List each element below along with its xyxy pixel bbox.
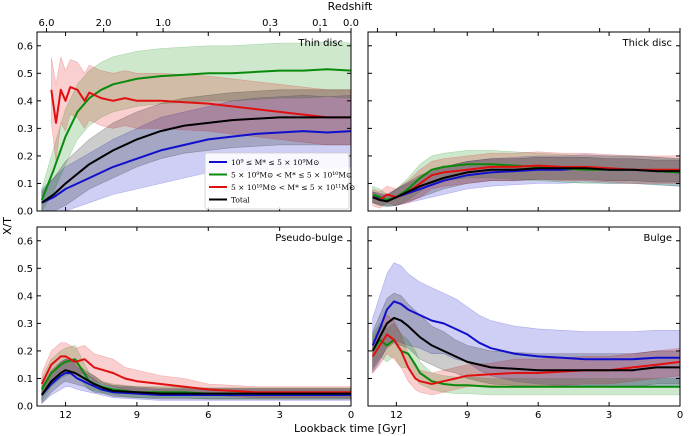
x-tick-label: 9: [134, 410, 140, 421]
legend-label-2: 5 × 10¹⁰M⊙ < M* ≤ 5 × 10¹¹M⊙: [231, 183, 355, 192]
y-tick-label: 0.2: [17, 151, 33, 162]
panel-0: 0.0 0.1 0.2 0.3 0.4 0.5 0.6 Thin disc 6.0 2.0 1.0 0…: [17, 18, 359, 218]
y-tick-label: 0.3: [17, 124, 33, 135]
y-tick-label: 0.6: [17, 41, 33, 52]
series-line-1: [40, 68, 351, 201]
series-line-2: [50, 86, 351, 124]
plot-area: [372, 150, 680, 209]
y-axis-title: X/T: [1, 217, 14, 235]
x-tick-label: 9: [464, 410, 470, 421]
series-line-3: [41, 116, 351, 204]
series-line-2: [372, 164, 680, 201]
panel-2: 12 9 6 3 0 0.0 0.1 0.2 0.3 0.4 0.5 0.6 Pseudo-bulge: [17, 226, 354, 421]
panel-title: Pseudo-bulge: [275, 233, 343, 244]
y-tick-label: 0.0: [17, 207, 33, 218]
top-tick-label: 0.3: [262, 18, 278, 29]
panel-3: 12 9 6 3 0 Bulge: [367, 226, 683, 421]
legend: 10⁹ ≤ M* ≤ 5 × 10⁹M⊙ 5 × 10⁹M⊙ < M* ≤ 5 ×…: [204, 152, 355, 210]
scatter-band-1: [41, 345, 351, 402]
legend-label-3: Total: [231, 196, 250, 205]
series-line-2: [40, 355, 351, 394]
panel-frame: [36, 31, 352, 212]
series-line-0: [41, 130, 351, 204]
series-line-3: [371, 316, 680, 372]
panel-frame: [367, 226, 681, 407]
x-tick-label: 6: [205, 410, 211, 421]
scatter-band-0: [41, 94, 351, 211]
panel-title: Thick disc: [621, 38, 672, 49]
x-tick-label: 12: [59, 410, 72, 421]
top-tick-label: 2.0: [96, 18, 112, 29]
scatter-band-2: [372, 314, 680, 396]
y-tick-label: 0.6: [17, 236, 33, 247]
y-tick-label: 0.0: [17, 402, 33, 413]
y-tick-label: 0.4: [17, 291, 33, 302]
series-line-0: [41, 372, 351, 396]
panel-title: Thin disc: [297, 38, 343, 49]
x-tick-label: 0: [348, 410, 354, 421]
plot-area: [371, 262, 680, 396]
y-tick-label: 0.2: [17, 346, 33, 357]
legend-label-0: 10⁹ ≤ M* ≤ 5 × 10⁹M⊙: [231, 158, 319, 167]
legend-box: [204, 152, 350, 210]
y-tick-label: 0.5: [17, 69, 33, 80]
legend-label-1: 5 × 10⁹M⊙ < M* ≤ 5 × 10¹⁰M⊙: [231, 171, 352, 180]
y-tick-label: 0.4: [17, 96, 33, 107]
y-tick-label: 0.1: [17, 179, 33, 190]
top-axis-title: Redshift: [328, 0, 373, 13]
x-tick-label: 12: [390, 410, 403, 421]
panel-1: Thick disc: [367, 28, 681, 212]
scatter-band-1: [372, 150, 680, 206]
y-tick-label: 0.5: [17, 264, 33, 275]
panel-frame: [367, 31, 681, 212]
top-tick-label: 0.0: [343, 18, 359, 29]
scatter-band-3: [41, 89, 351, 211]
panel-frame: [36, 226, 352, 407]
y-tick-label: 0.3: [17, 319, 33, 330]
top-tick-label: 6.0: [39, 18, 55, 29]
y-tick-label: 0.1: [17, 374, 33, 385]
plot-area: [40, 342, 351, 405]
x-axis-title: Lookback time [Gyr]: [294, 422, 406, 435]
series-line-0: [371, 300, 680, 361]
scatter-band-0: [372, 262, 680, 388]
panels: 0.0 0.1 0.2 0.3 0.4 0.5 0.6 Thin disc 6.0 2.0 1.0 0…: [17, 18, 683, 421]
x-tick-label: 3: [276, 410, 282, 421]
top-tick-label: 0.1: [312, 18, 328, 29]
panel-title: Bulge: [644, 233, 672, 244]
series-line-3: [372, 167, 680, 203]
x-tick-label: 6: [535, 410, 541, 421]
scatter-band-1: [41, 41, 351, 211]
x-tick-label: 0: [677, 410, 683, 421]
scatter-band-2: [50, 56, 351, 162]
scatter-band-2: [41, 342, 351, 399]
plot-area: [40, 41, 351, 211]
x-tick-label: 3: [606, 410, 612, 421]
top-tick-label: 1.0: [155, 18, 171, 29]
scatter-band-3: [372, 292, 680, 388]
series-line-3: [40, 369, 351, 396]
